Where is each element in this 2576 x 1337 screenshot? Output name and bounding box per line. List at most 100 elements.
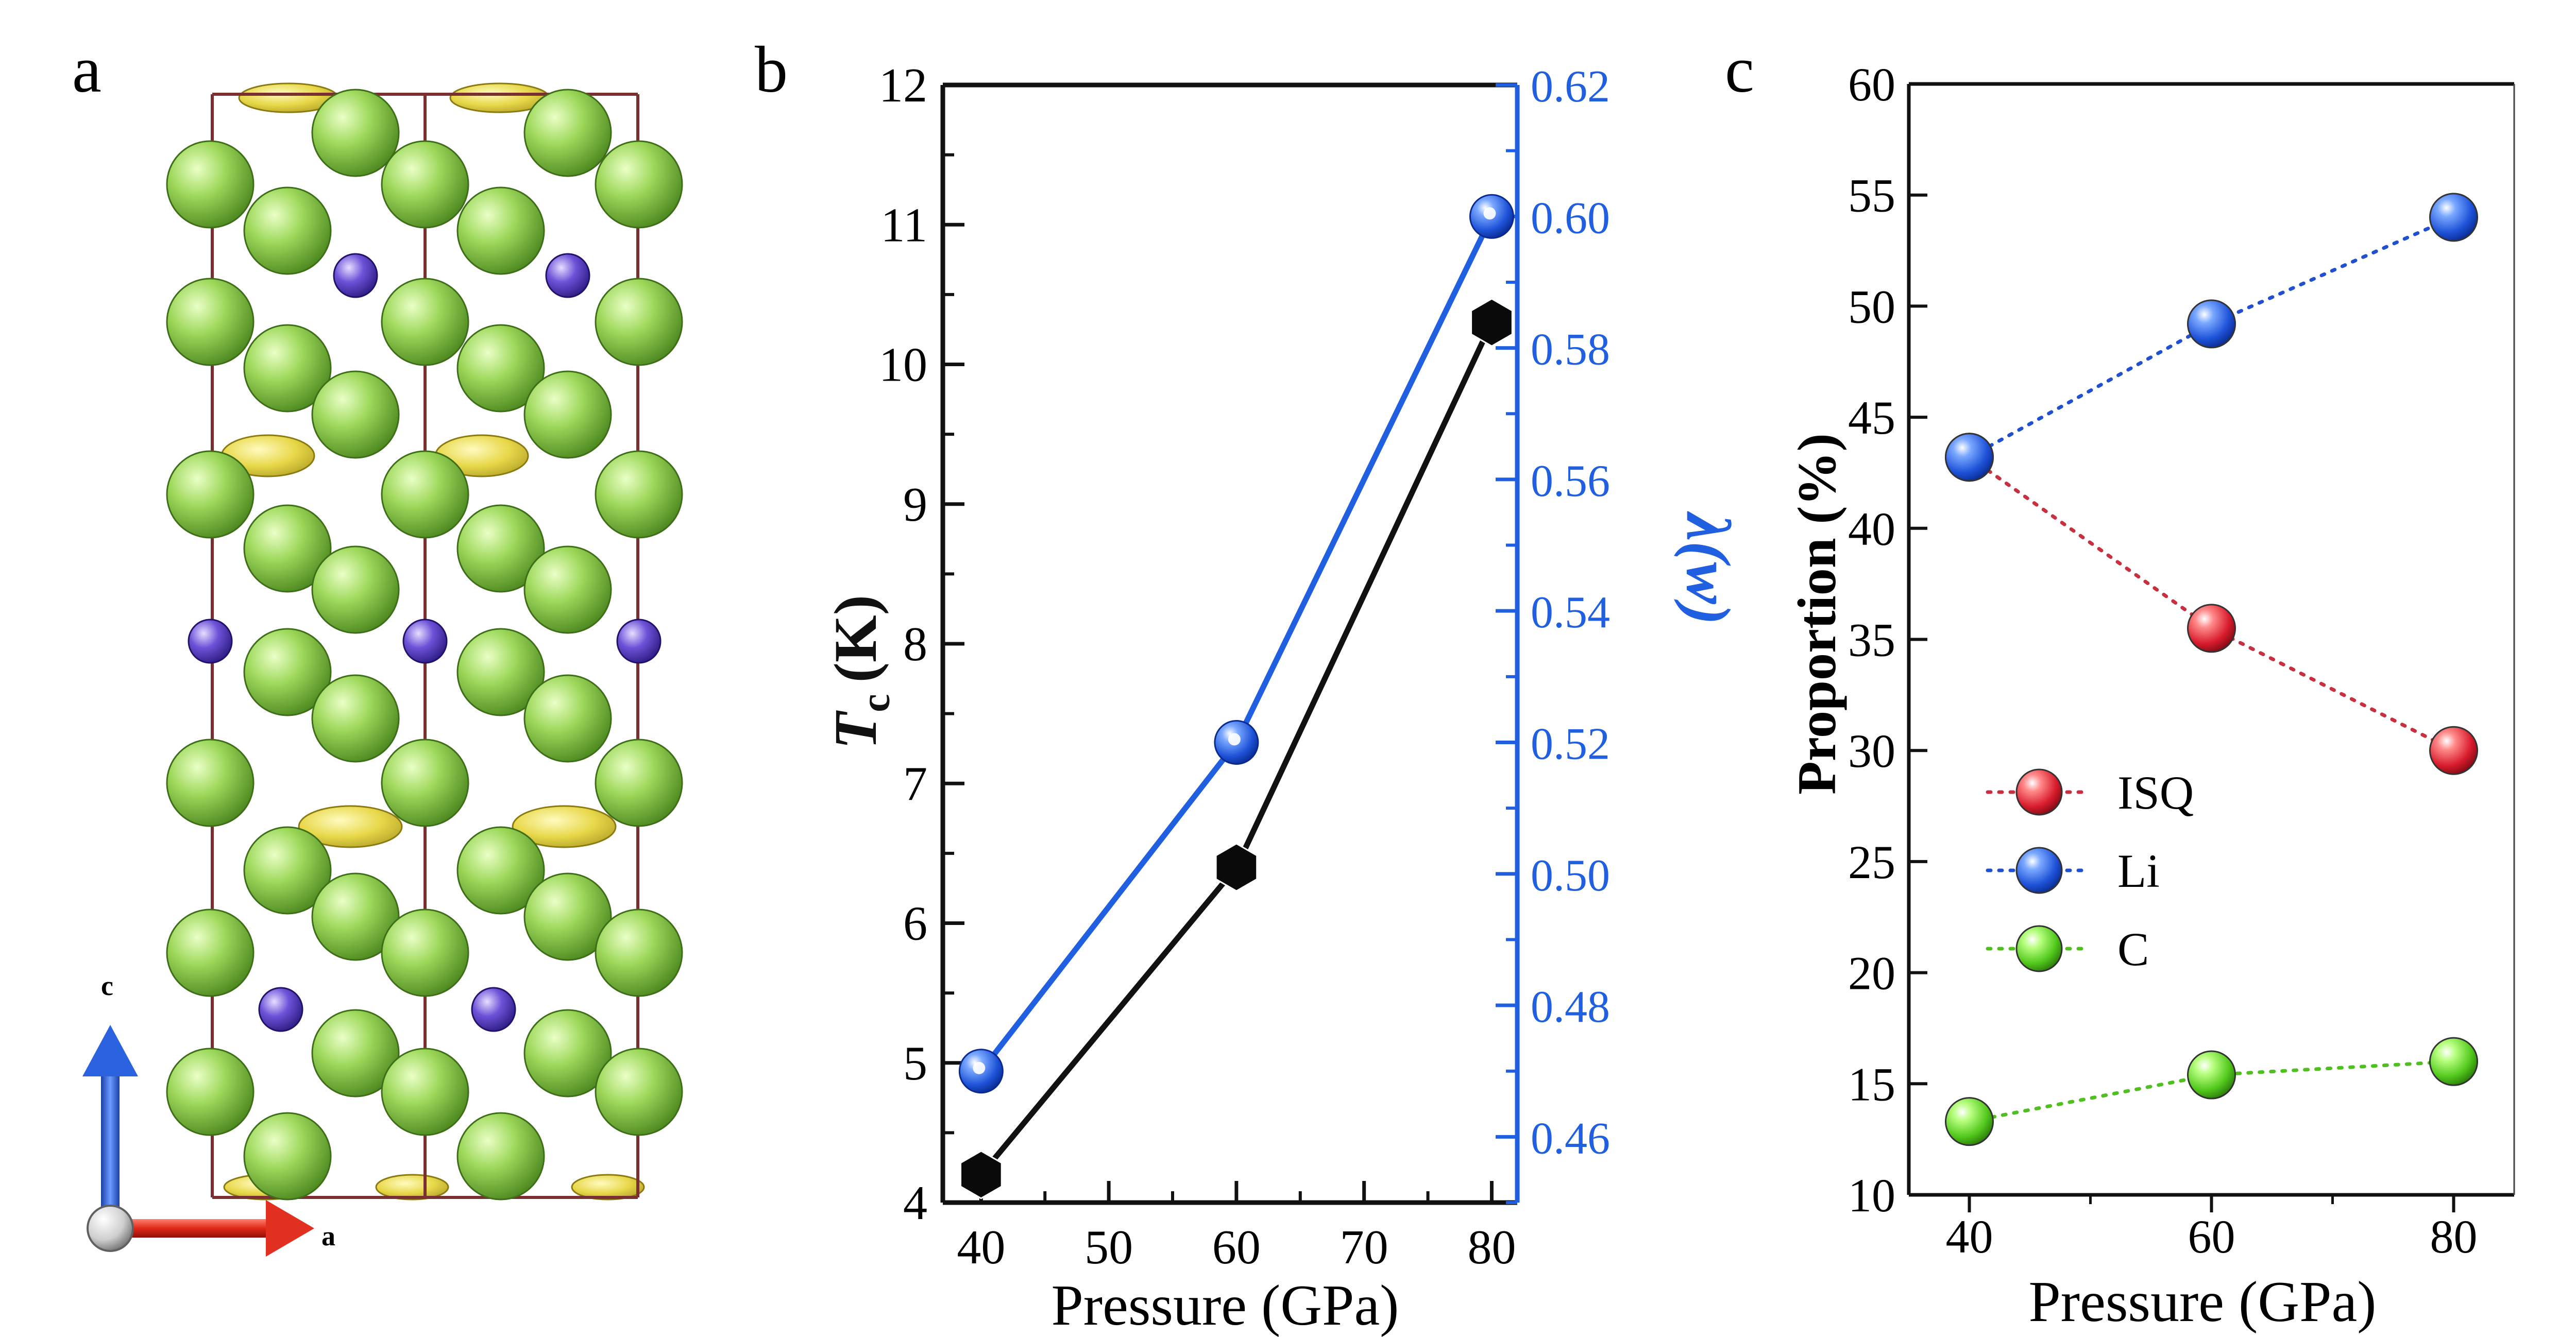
lambda-point-highlight xyxy=(1483,207,1496,220)
tc-subscript: c xyxy=(853,694,899,712)
legend-label-li: Li xyxy=(2117,845,2160,897)
carbon-atom xyxy=(456,826,545,915)
c-axis-arrow-head xyxy=(82,1025,138,1076)
panel-b-right-tick-label: 0.54 xyxy=(1531,588,1610,638)
carbon-atom xyxy=(311,1009,400,1098)
carbon-atom xyxy=(166,450,255,539)
panel-c-y-tick-label: 45 xyxy=(1848,391,1895,444)
series-point-li xyxy=(1945,433,1994,482)
carbon-atom xyxy=(595,450,683,539)
panel-c-y-axis-label: Proportion (%) xyxy=(1787,433,1847,795)
panel-c-y-tick-label: 10 xyxy=(1848,1169,1895,1222)
lithium-atom xyxy=(616,619,662,664)
carbon-atom xyxy=(523,872,612,961)
carbon-atom xyxy=(523,370,612,459)
panel-b-right-tick-label: 0.48 xyxy=(1531,982,1610,1032)
tc-unit: (K) xyxy=(822,595,889,682)
carbon-atom xyxy=(381,739,469,827)
carbon-atom xyxy=(381,450,469,539)
panel-c-y-tick-label: 55 xyxy=(1848,169,1895,222)
electron-density-lobe xyxy=(571,1174,645,1201)
carbon-atom xyxy=(311,370,400,459)
carbon-atom xyxy=(243,1112,332,1201)
carbon-atom xyxy=(595,1048,683,1136)
series-point-li xyxy=(2429,193,2478,242)
panel-b-left-tick-label: 12 xyxy=(879,59,927,112)
carbon-atom xyxy=(456,186,545,275)
a-axis-label: a xyxy=(321,1221,335,1252)
panel-a-crystal-structure: a c a xyxy=(72,33,683,1257)
lithium-atom xyxy=(333,253,378,298)
lambda-point-highlight xyxy=(973,1061,986,1074)
carbon-atom xyxy=(456,1112,545,1201)
carbon-atom xyxy=(243,628,332,716)
panel-c-y-tick-label: 40 xyxy=(1848,503,1895,555)
carbon-atom xyxy=(311,545,400,634)
carbon-atom xyxy=(311,872,400,961)
panel-b-left-tick-label: 7 xyxy=(903,757,927,811)
series-point-li xyxy=(2187,299,2236,349)
lambda-line xyxy=(978,215,1495,1073)
panel-c-x-tick-label: 80 xyxy=(2430,1210,2478,1263)
panel-c-y-tick-label: 35 xyxy=(1848,614,1895,666)
series-point-isq xyxy=(2187,604,2236,653)
carbon-atom xyxy=(523,545,612,634)
lithium-atom xyxy=(402,619,448,664)
panel-c-x-tick-label: 40 xyxy=(1946,1210,1993,1263)
carbon-atom xyxy=(456,628,545,716)
carbon-atom xyxy=(523,674,612,763)
a-axis-arrow-shaft xyxy=(110,1219,270,1238)
legend-label-isq: ISQ xyxy=(2117,766,2194,819)
c-axis-label: c xyxy=(101,970,113,1001)
tc-symbol: T xyxy=(822,710,889,749)
carbon-atom xyxy=(523,1009,612,1098)
carbon-atom xyxy=(595,278,683,366)
tc-point xyxy=(960,1150,1003,1199)
panel-c-proportion-chart: c 10 15 20 25 30 35 40 45 50 55 60 40 60 80 ISQ Li C Pro… xyxy=(1725,33,2515,1334)
panel-b-left-axis-label: Tc (K) xyxy=(822,595,899,749)
panel-b-x-tick-label: 60 xyxy=(1212,1221,1261,1274)
carbon-atom xyxy=(311,89,400,177)
series-point-isq xyxy=(2429,726,2478,775)
series-point-c xyxy=(2187,1050,2236,1100)
panel-c-label: c xyxy=(1725,33,1754,106)
carbon-atom xyxy=(243,186,332,275)
carbon-atom xyxy=(595,909,683,997)
panel-c-y-tick-label: 60 xyxy=(1848,58,1895,111)
panel-b-x-tick-label: 50 xyxy=(1084,1221,1133,1274)
panel-c-x-tick-label: 60 xyxy=(2188,1210,2235,1263)
carbon-atom xyxy=(595,140,683,229)
panel-b-tc-lambda-chart: b 40 50 60 70 80 4 5 6 7 8 9 10 11 12 0.46 0.48 0.50 0.52… xyxy=(755,33,1743,1337)
electron-density-lobe xyxy=(375,1174,449,1201)
crystal-structure xyxy=(166,82,683,1201)
lithium-atom xyxy=(471,987,516,1032)
carbon-atom xyxy=(243,504,332,593)
panel-c-y-tick-label: 50 xyxy=(1848,280,1895,333)
panel-b-right-axis-label: λ(w) xyxy=(1673,511,1743,625)
panel-c-y-tick-label: 25 xyxy=(1848,836,1895,888)
lithium-atom xyxy=(258,987,303,1032)
lithium-atom xyxy=(188,619,233,664)
carbon-atom xyxy=(381,278,469,366)
panel-b-right-tick-label: 0.50 xyxy=(1531,851,1610,901)
panel-b-x-tick-label: 70 xyxy=(1340,1221,1388,1274)
panel-b-left-tick-label: 10 xyxy=(879,338,927,392)
panel-b-right-tick-label: 0.46 xyxy=(1531,1113,1610,1163)
panel-b-left-tick-label: 6 xyxy=(903,897,927,951)
panel-b-right-tick-label: 0.62 xyxy=(1531,62,1610,112)
axis-origin-sphere xyxy=(87,1205,134,1252)
panel-b-right-tick-label: 0.56 xyxy=(1531,456,1610,506)
carbon-atom xyxy=(166,1048,255,1136)
panel-b-right-tick-label: 0.58 xyxy=(1531,325,1610,375)
a-axis-arrow-head xyxy=(266,1200,314,1257)
panel-b-x-tick-label: 80 xyxy=(1467,1221,1516,1274)
carbon-atom xyxy=(243,826,332,915)
panel-b-left-tick-label: 5 xyxy=(903,1037,927,1090)
tc-point xyxy=(1215,843,1258,892)
panel-b-x-axis-label: Pressure (GPa) xyxy=(1052,1274,1399,1337)
panel-b-label: b xyxy=(755,33,788,106)
series-point-c xyxy=(1945,1097,1994,1146)
carbon-atom xyxy=(166,278,255,366)
panel-c-y-tick-label: 30 xyxy=(1848,725,1895,777)
carbon-atom xyxy=(311,674,400,763)
